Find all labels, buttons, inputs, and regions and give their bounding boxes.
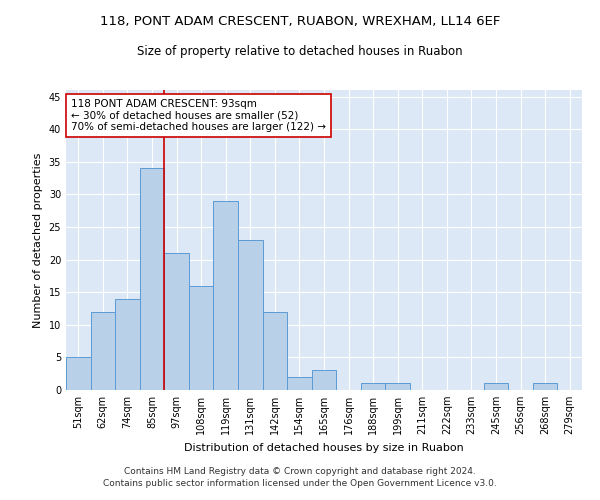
Text: Size of property relative to detached houses in Ruabon: Size of property relative to detached ho… xyxy=(137,45,463,58)
Bar xyxy=(312,370,336,390)
Bar xyxy=(263,312,287,390)
Bar xyxy=(533,384,557,390)
Bar xyxy=(361,384,385,390)
Bar xyxy=(189,286,214,390)
X-axis label: Distribution of detached houses by size in Ruabon: Distribution of detached houses by size … xyxy=(184,442,464,452)
Text: 118, PONT ADAM CRESCENT, RUABON, WREXHAM, LL14 6EF: 118, PONT ADAM CRESCENT, RUABON, WREXHAM… xyxy=(100,15,500,28)
Bar xyxy=(164,253,189,390)
Bar xyxy=(287,377,312,390)
Bar xyxy=(385,384,410,390)
Bar xyxy=(214,201,238,390)
Bar xyxy=(140,168,164,390)
Text: Contains HM Land Registry data © Crown copyright and database right 2024.
Contai: Contains HM Land Registry data © Crown c… xyxy=(103,466,497,487)
Y-axis label: Number of detached properties: Number of detached properties xyxy=(33,152,43,328)
Text: 118 PONT ADAM CRESCENT: 93sqm
← 30% of detached houses are smaller (52)
70% of s: 118 PONT ADAM CRESCENT: 93sqm ← 30% of d… xyxy=(71,99,326,132)
Bar xyxy=(484,384,508,390)
Bar xyxy=(115,298,140,390)
Bar xyxy=(66,358,91,390)
Bar xyxy=(238,240,263,390)
Bar xyxy=(91,312,115,390)
